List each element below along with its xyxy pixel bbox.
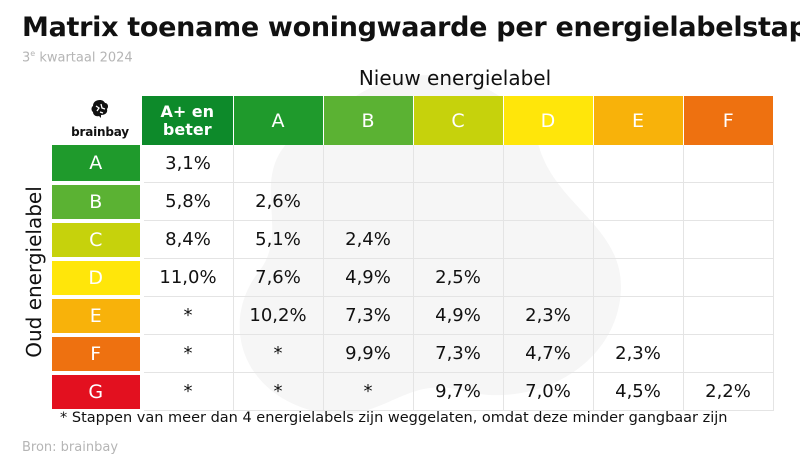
matrix-cell: 5,1% [233, 220, 324, 259]
brainbay-logo: brainbay [58, 98, 142, 146]
matrix-cell: 9,9% [323, 334, 414, 373]
column-header-a-plus: A+ en beter [141, 96, 233, 145]
matrix-cell: 4,9% [413, 296, 504, 335]
matrix-cell [683, 258, 774, 297]
matrix-cell [323, 145, 414, 183]
matrix-cell: * [233, 372, 324, 411]
column-header-line: A+ en [160, 101, 215, 121]
matrix-cell [683, 145, 774, 183]
matrix-row-g: G * * * 9,7% 7,0% 4,5% 2,2% [52, 372, 774, 413]
matrix-cell: 4,7% [503, 334, 594, 373]
matrix-cell [503, 145, 594, 183]
matrix-cell: 4,5% [593, 372, 684, 411]
matrix-row-d: D 11,0% 7,6% 4,9% 2,5% [52, 258, 774, 299]
matrix-cell: 2,4% [323, 220, 414, 259]
matrix-cell: 3,1% [141, 145, 234, 183]
matrix-cell [233, 145, 324, 183]
matrix-cell [683, 334, 774, 373]
row-header-g: G [52, 372, 144, 413]
column-header-d: D [502, 96, 593, 145]
matrix-cell: 7,6% [233, 258, 324, 297]
subtitle-number: 3 [22, 50, 31, 66]
column-header-f: F [682, 96, 773, 145]
matrix-cell: 10,2% [233, 296, 324, 335]
matrix-cell: 7,3% [413, 334, 504, 373]
matrix-row-f: F * * 9,9% 7,3% 4,7% 2,3% [52, 334, 774, 375]
matrix-cell [593, 145, 684, 183]
matrix-cell: 2,2% [683, 372, 774, 411]
row-header-a: A [52, 145, 144, 185]
brainbay-logo-icon [91, 100, 109, 118]
column-header-a: A [232, 96, 323, 145]
matrix-cell [323, 182, 414, 221]
matrix-cell [683, 182, 774, 221]
matrix-cell [683, 296, 774, 335]
matrix-cell: 4,9% [323, 258, 414, 297]
matrix-cell: 2,5% [413, 258, 504, 297]
brainbay-logo-text: brainbay [71, 125, 129, 139]
matrix-cell: 11,0% [141, 258, 234, 297]
matrix-cell: 7,3% [323, 296, 414, 335]
matrix-cell: * [323, 372, 414, 411]
matrix-row-a: A 3,1% [52, 145, 774, 185]
row-axis-label: Oud energielabel [22, 186, 46, 358]
matrix-cell: * [141, 334, 234, 373]
row-header-e: E [52, 296, 144, 337]
row-header-c: C [52, 220, 144, 261]
matrix-cell [503, 258, 594, 297]
matrix-cell: 2,6% [233, 182, 324, 221]
column-header-e: E [592, 96, 683, 145]
matrix-row-e: E * 10,2% 7,3% 4,9% 2,3% [52, 296, 774, 337]
matrix-body: A 3,1% B 5,8% 2,6% C 8,4% 5,1% 2,4% D 11,0% 7,6% 4,9… [52, 145, 774, 413]
matrix-cell: 2,3% [503, 296, 594, 335]
matrix-cell: 7,0% [503, 372, 594, 411]
matrix-cell: * [141, 372, 234, 411]
footnote: * Stappen van meer dan 4 energielabels z… [60, 410, 728, 426]
energy-label-matrix: A+ en beter A B C D E F A 3,1% B 5,8% 2,6% C 8,4% 5,1%… [52, 96, 774, 413]
matrix-cell [413, 145, 504, 183]
matrix-row-c: C 8,4% 5,1% 2,4% [52, 220, 774, 261]
chart-subtitle: 3e kwartaal 2024 [22, 49, 133, 65]
row-header-d: D [52, 258, 144, 299]
matrix-cell [413, 182, 504, 221]
row-header-b: B [52, 182, 144, 223]
matrix-cell: 2,3% [593, 334, 684, 373]
row-header-f: F [52, 334, 144, 375]
subtitle-text: kwartaal 2024 [35, 50, 133, 66]
column-header-line: beter [162, 119, 212, 139]
column-header-c: C [412, 96, 503, 145]
column-axis-label: Nieuw energielabel [358, 66, 552, 90]
matrix-cell: * [141, 296, 234, 335]
source-note: Bron: brainbay [22, 440, 119, 455]
matrix-cell [593, 296, 684, 335]
matrix-cell: * [233, 334, 324, 373]
matrix-cell [503, 220, 594, 259]
matrix-cell: 8,4% [141, 220, 234, 259]
chart-title: Matrix toename woningwaarde per energiel… [22, 12, 800, 43]
column-header-row: A+ en beter A B C D E F [52, 96, 773, 145]
matrix-cell: 5,8% [141, 182, 234, 221]
matrix-cell [503, 182, 594, 221]
column-header-b: B [322, 96, 413, 145]
matrix-row-b: B 5,8% 2,6% [52, 182, 774, 223]
matrix-cell [593, 220, 684, 259]
matrix-cell: 9,7% [413, 372, 504, 411]
matrix-cell [593, 182, 684, 221]
matrix-cell [413, 220, 504, 259]
matrix-cell [683, 220, 774, 259]
matrix-cell [593, 258, 684, 297]
subtitle-superscript: e [30, 49, 36, 58]
